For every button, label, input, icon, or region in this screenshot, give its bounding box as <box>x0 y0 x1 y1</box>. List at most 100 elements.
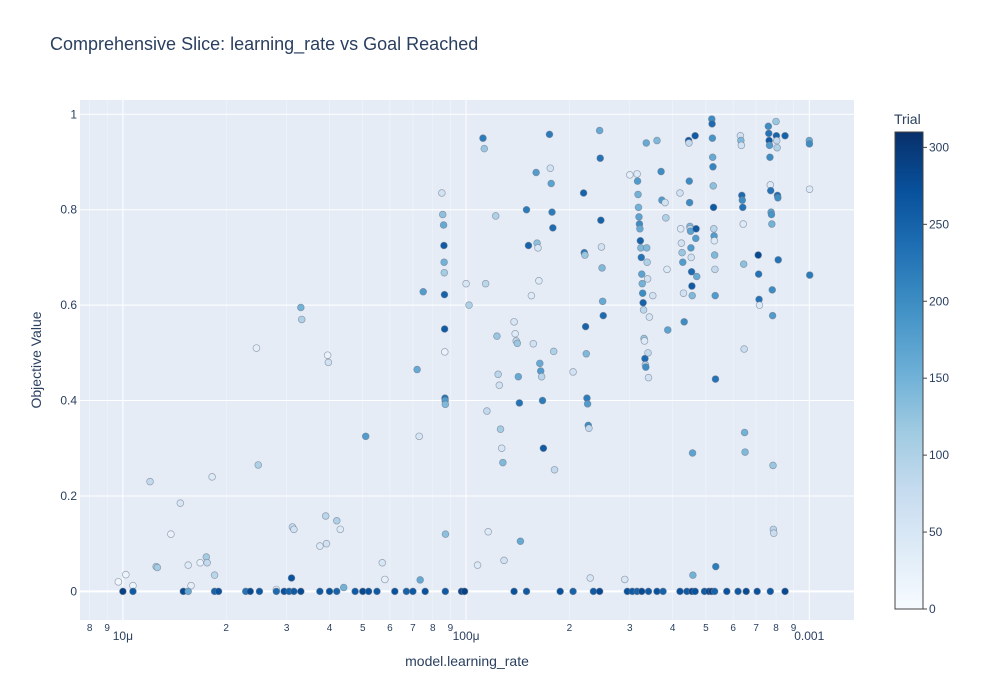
data-point[interactable] <box>493 332 501 340</box>
data-point[interactable] <box>462 279 470 288</box>
data-point[interactable] <box>438 210 447 219</box>
data-point[interactable] <box>765 141 774 150</box>
data-point[interactable] <box>556 587 564 596</box>
data-point[interactable] <box>774 194 782 202</box>
data-point[interactable] <box>687 253 695 262</box>
data-point[interactable] <box>685 177 694 185</box>
data-point[interactable] <box>499 458 507 467</box>
data-point[interactable] <box>582 350 591 358</box>
data-point[interactable] <box>484 527 492 536</box>
data-point[interactable] <box>522 205 531 214</box>
data-point[interactable] <box>739 260 748 268</box>
data-point[interactable] <box>741 448 749 456</box>
data-point[interactable] <box>710 225 718 233</box>
data-point[interactable] <box>439 221 448 229</box>
data-point[interactable] <box>214 587 223 596</box>
data-point[interactable] <box>768 286 776 294</box>
data-point[interactable] <box>325 587 334 596</box>
data-point[interactable] <box>597 243 606 251</box>
data-point[interactable] <box>524 241 533 250</box>
data-point[interactable] <box>772 136 781 145</box>
data-point[interactable] <box>637 270 646 278</box>
data-point[interactable] <box>122 570 130 579</box>
data-point[interactable] <box>196 558 204 567</box>
data-point[interactable] <box>246 587 254 596</box>
data-point[interactable] <box>764 122 773 130</box>
data-point[interactable] <box>642 139 651 147</box>
data-point[interactable] <box>597 216 605 224</box>
data-point[interactable] <box>644 349 652 357</box>
data-point[interactable] <box>413 365 421 374</box>
data-point[interactable] <box>643 275 652 283</box>
data-point[interactable] <box>687 267 696 276</box>
data-point[interactable] <box>737 141 746 150</box>
data-point[interactable] <box>545 130 554 139</box>
data-point[interactable] <box>421 587 429 596</box>
data-point[interactable] <box>441 400 450 409</box>
data-point[interactable] <box>639 306 648 314</box>
data-point[interactable] <box>547 179 555 188</box>
data-point[interactable] <box>774 256 782 264</box>
data-point[interactable] <box>680 318 688 326</box>
data-point[interactable] <box>290 587 298 596</box>
data-point[interactable] <box>483 407 491 415</box>
data-point[interactable] <box>119 587 127 596</box>
data-point[interactable] <box>539 444 548 453</box>
data-point[interactable] <box>351 587 359 596</box>
data-point[interactable] <box>527 291 536 300</box>
data-point[interactable] <box>549 224 557 232</box>
data-point[interactable] <box>740 428 749 437</box>
data-point[interactable] <box>322 539 331 548</box>
data-point[interactable] <box>621 575 629 584</box>
data-point[interactable] <box>208 473 216 481</box>
data-point[interactable] <box>441 348 449 356</box>
data-point[interactable] <box>515 399 524 407</box>
data-point[interactable] <box>677 239 686 247</box>
data-point[interactable] <box>440 290 449 299</box>
data-point[interactable] <box>441 587 450 596</box>
data-point[interactable] <box>581 251 589 259</box>
data-point[interactable] <box>691 587 699 596</box>
data-point[interactable] <box>460 587 469 596</box>
data-point[interactable] <box>638 279 646 288</box>
data-point[interactable] <box>768 311 777 320</box>
data-point[interactable] <box>692 225 700 233</box>
data-point[interactable] <box>805 271 814 279</box>
data-point[interactable] <box>685 198 694 207</box>
data-point[interactable] <box>549 347 558 356</box>
data-point[interactable] <box>740 345 748 353</box>
data-point[interactable] <box>440 325 449 333</box>
data-point[interactable] <box>712 562 720 571</box>
data-point[interactable] <box>773 143 781 152</box>
data-point[interactable] <box>297 315 306 324</box>
data-point[interactable] <box>534 244 542 252</box>
data-point[interactable] <box>754 270 763 278</box>
data-point[interactable] <box>510 587 518 596</box>
data-point[interactable] <box>708 153 717 162</box>
data-point[interactable] <box>599 311 607 320</box>
data-point[interactable] <box>550 465 559 474</box>
data-point[interactable] <box>494 370 502 379</box>
data-point[interactable] <box>638 289 647 297</box>
data-point[interactable] <box>203 558 211 567</box>
data-point[interactable] <box>766 153 774 162</box>
data-point[interactable] <box>710 236 719 245</box>
data-point[interactable] <box>709 203 718 212</box>
data-point[interactable] <box>532 168 540 177</box>
data-point[interactable] <box>754 251 762 259</box>
data-point[interactable] <box>496 425 505 433</box>
data-point[interactable] <box>678 248 686 257</box>
data-point[interactable] <box>679 258 687 266</box>
data-point[interactable] <box>287 574 296 582</box>
data-point[interactable] <box>768 220 776 228</box>
data-point[interactable] <box>596 154 604 162</box>
data-point[interactable] <box>595 587 604 596</box>
data-point[interactable] <box>440 258 448 266</box>
data-point[interactable] <box>381 575 389 584</box>
data-point[interactable] <box>634 203 643 212</box>
data-point[interactable] <box>378 558 387 567</box>
data-point[interactable] <box>114 578 123 586</box>
data-point[interactable] <box>766 186 775 195</box>
data-point[interactable] <box>636 236 645 245</box>
data-point[interactable] <box>689 571 697 579</box>
